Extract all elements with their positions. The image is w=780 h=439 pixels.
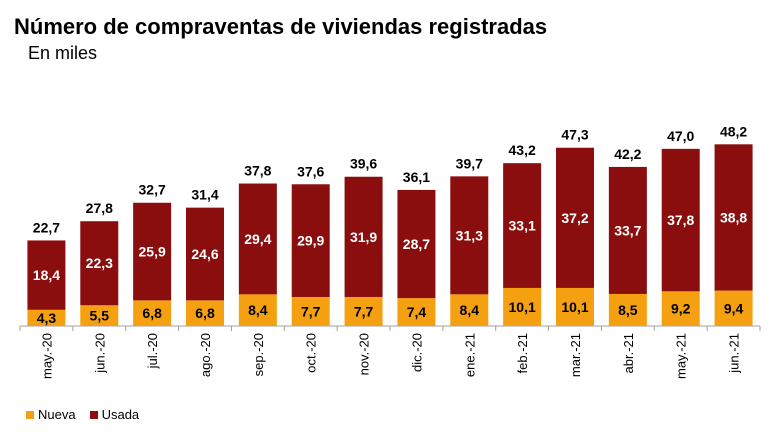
bar-nueva xyxy=(556,287,594,326)
data-label-total: 39,7 xyxy=(456,155,483,171)
data-label-usada: 31,9 xyxy=(350,229,377,245)
data-label-nueva: 9,2 xyxy=(671,301,691,317)
data-label-usada: 33,7 xyxy=(614,222,641,238)
bar-usada xyxy=(608,166,647,294)
bar-nueva xyxy=(80,305,119,326)
data-label-nueva: 9,4 xyxy=(724,300,744,316)
data-label-nueva: 6,8 xyxy=(195,305,215,321)
data-label-usada: 37,8 xyxy=(667,212,694,228)
bar-usada xyxy=(714,144,753,291)
data-label-nueva: 6,8 xyxy=(142,305,162,321)
bar-nueva xyxy=(133,300,172,326)
bar-usada xyxy=(344,176,383,297)
bar-nueva xyxy=(238,294,277,326)
data-label-total: 39,6 xyxy=(350,156,377,172)
data-label-nueva: 10,1 xyxy=(509,299,536,315)
x-tick-label: sep.-20 xyxy=(251,333,266,376)
bar-nueva xyxy=(186,300,224,326)
x-tick-label: abr.-21 xyxy=(621,333,636,373)
data-label-nueva: 8,4 xyxy=(460,302,480,318)
bar-usada xyxy=(133,202,172,301)
data-label-nueva: 10,1 xyxy=(561,299,588,315)
data-label-nueva: 7,7 xyxy=(301,303,321,319)
data-label-total: 37,6 xyxy=(297,163,324,179)
bar-usada xyxy=(556,147,594,288)
x-tick-label: may.-21 xyxy=(674,333,689,379)
x-tick-label: mar.-21 xyxy=(568,333,583,377)
bar-nueva xyxy=(344,296,383,326)
legend-label-nueva: Nueva xyxy=(38,407,76,422)
bar-nueva xyxy=(397,298,436,326)
data-label-total: 43,2 xyxy=(509,142,536,158)
x-tick-label: jul.-20 xyxy=(145,333,160,369)
bar-usada xyxy=(503,163,542,288)
data-label-nueva: 5,5 xyxy=(90,308,110,324)
data-label-nueva: 7,4 xyxy=(407,304,427,320)
bar-usada xyxy=(80,221,119,306)
data-label-usada: 25,9 xyxy=(139,244,166,260)
data-label-total: 31,4 xyxy=(191,187,218,203)
data-label-total: 22,7 xyxy=(33,219,60,235)
legend-label-usada: Usada xyxy=(101,407,140,422)
x-tick-label: dic.-20 xyxy=(409,333,424,372)
legend: Nueva Usada xyxy=(26,407,153,422)
bar-nueva xyxy=(503,287,542,326)
bar-nueva xyxy=(714,290,753,326)
data-label-nueva: 8,4 xyxy=(248,302,268,318)
bar-usada xyxy=(291,184,330,297)
data-label-total: 36,1 xyxy=(403,169,430,185)
x-tick-label: nov.-20 xyxy=(357,333,372,375)
bar-usada xyxy=(661,148,700,292)
bar-usada xyxy=(450,176,489,295)
data-label-total: 42,2 xyxy=(614,146,641,162)
data-label-usada: 29,4 xyxy=(244,231,271,247)
x-tick-label: jun.-21 xyxy=(727,333,742,374)
legend-item-nueva: Nueva xyxy=(26,407,76,422)
data-label-total: 48,2 xyxy=(720,123,747,139)
data-label-usada: 38,8 xyxy=(720,209,747,225)
data-label-usada: 31,3 xyxy=(456,227,483,243)
bar-usada xyxy=(397,189,436,299)
data-label-usada: 18,4 xyxy=(33,267,60,283)
data-label-usada: 29,9 xyxy=(297,233,324,249)
bar-usada xyxy=(238,183,277,295)
x-tick-label: may.-20 xyxy=(39,333,54,379)
x-tick-label: ene.-21 xyxy=(462,333,477,377)
data-label-usada: 33,1 xyxy=(509,218,536,234)
data-label-usada: 28,7 xyxy=(403,236,430,252)
data-label-total: 47,3 xyxy=(561,127,588,143)
bar-usada xyxy=(186,207,224,301)
bar-nueva xyxy=(291,296,330,326)
chart-title: Número de compraventas de viviendas regi… xyxy=(14,14,548,39)
data-label-usada: 22,3 xyxy=(86,255,113,271)
data-label-total: 27,8 xyxy=(86,200,113,216)
x-tick-label: ago.-20 xyxy=(198,333,213,377)
x-tick-label: jun.-20 xyxy=(92,333,107,374)
legend-swatch-usada xyxy=(89,410,98,419)
legend-swatch-nueva xyxy=(26,410,34,419)
bar-nueva xyxy=(608,293,647,326)
bar-nueva xyxy=(661,291,700,326)
data-label-nueva: 8,5 xyxy=(618,302,638,318)
data-label-usada: 37,2 xyxy=(561,210,588,226)
x-tick-label: oct.-20 xyxy=(304,333,319,373)
data-label-total: 37,8 xyxy=(244,163,271,179)
bar-nueva xyxy=(27,309,66,326)
x-tick-label: feb.-21 xyxy=(515,333,530,373)
data-label-usada: 24,6 xyxy=(191,246,218,262)
chart-subtitle: En miles xyxy=(28,43,98,63)
legend-item-usada: Usada xyxy=(89,407,140,422)
data-label-total: 32,7 xyxy=(139,182,166,198)
bar-usada xyxy=(27,240,66,310)
data-label-nueva: 4,3 xyxy=(37,310,57,326)
data-label-nueva: 7,7 xyxy=(354,303,374,319)
bar-nueva xyxy=(450,294,489,326)
data-label-total: 47,0 xyxy=(667,128,694,144)
